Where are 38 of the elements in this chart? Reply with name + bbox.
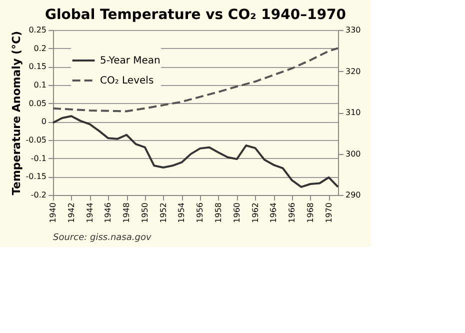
x-tick-label: 1958 <box>214 202 223 223</box>
y-tick-label: -0.1 <box>30 154 46 163</box>
y2-tick-label: 290 <box>346 190 361 200</box>
y-tick-label: -0.05 <box>26 136 46 144</box>
chart-title: Global Temperature vs CO₂ 1940–1970 <box>44 7 346 23</box>
x-tick-label: 1960 <box>232 202 242 223</box>
y-tick-label: 0.05 <box>28 98 46 108</box>
y2-tick-label: 300 <box>346 149 361 158</box>
y-tick-label: -0.15 <box>26 172 46 182</box>
y-tick-label: 0.2 <box>34 44 46 53</box>
x-tick-label: 1952 <box>158 202 168 223</box>
y-tick-label: 0.1 <box>34 80 46 90</box>
y-tick-label: -0.2 <box>30 190 46 200</box>
x-tick-label: 1962 <box>250 202 260 223</box>
line-series <box>52 47 339 112</box>
y-tick-label: 0.25 <box>28 26 46 34</box>
line-series <box>52 115 339 188</box>
y2-tick-label: 330 <box>346 26 361 34</box>
y2-tick-label: 320 <box>346 66 361 76</box>
legend-label: CO₂ Levels <box>100 76 154 86</box>
x-tick-label: 1954 <box>177 202 186 223</box>
legend-label: 5-Year Mean <box>100 56 160 66</box>
x-tick-label: 1948 <box>122 202 132 223</box>
x-tick-label: 1940 <box>48 202 58 223</box>
x-tick-label: 1950 <box>140 202 150 223</box>
x-tick-label: 1942 <box>66 202 76 223</box>
x-tick-label: 1970 <box>324 202 334 223</box>
y-axis-title: Temperature Anomaly (°C) <box>10 30 23 196</box>
x-tick-label: 1964 <box>269 202 278 223</box>
x-tick-label: 1946 <box>104 202 113 223</box>
source-note: Source: giss.nasa.gov <box>53 233 152 243</box>
x-tick-label: 1944 <box>85 202 94 223</box>
y2-tick-label: 310 <box>346 108 361 117</box>
x-tick-label: 1966 <box>288 202 297 223</box>
x-tick-label: 1968 <box>306 202 315 223</box>
x-tick-label: 1956 <box>196 202 205 223</box>
y-tick-label: 0 <box>41 117 46 126</box>
y-tick-label: 0.15 <box>28 62 46 72</box>
